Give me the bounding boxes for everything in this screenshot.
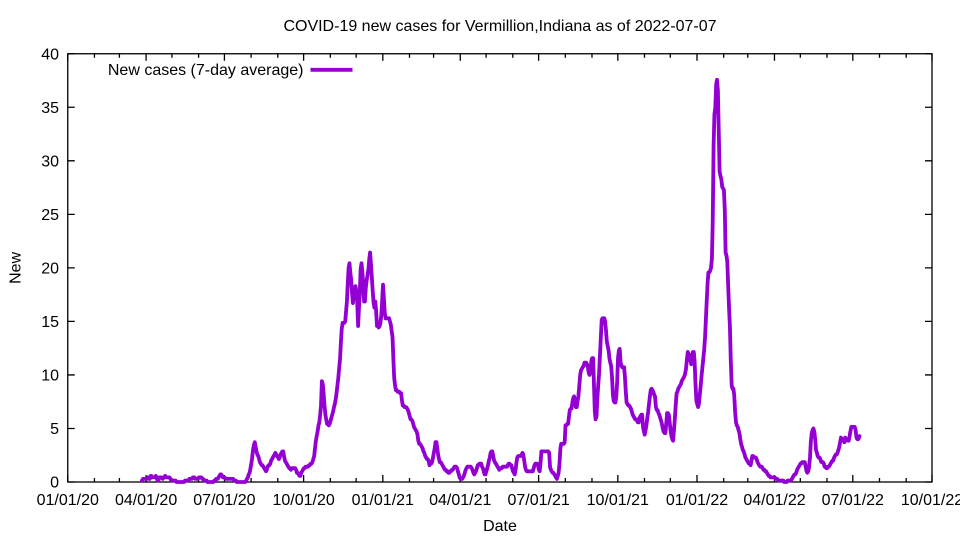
svg-text:10/01/20: 10/01/20 bbox=[272, 492, 334, 509]
svg-text:01/01/22: 01/01/22 bbox=[666, 492, 728, 509]
svg-text:04/01/22: 04/01/22 bbox=[743, 492, 805, 509]
svg-text:04/01/21: 04/01/21 bbox=[429, 492, 491, 509]
svg-text:10: 10 bbox=[41, 368, 59, 385]
svg-text:40: 40 bbox=[41, 46, 59, 63]
svg-text:07/01/21: 07/01/21 bbox=[507, 492, 569, 509]
svg-text:07/01/20: 07/01/20 bbox=[193, 492, 255, 509]
svg-text:New: New bbox=[8, 251, 25, 283]
svg-text:01/01/21: 01/01/21 bbox=[352, 492, 414, 509]
svg-text:0: 0 bbox=[50, 475, 59, 492]
svg-text:15: 15 bbox=[41, 314, 59, 331]
svg-text:25: 25 bbox=[41, 207, 59, 224]
svg-text:New cases (7-day average): New cases (7-day average) bbox=[108, 62, 304, 79]
svg-text:35: 35 bbox=[41, 100, 59, 117]
svg-text:30: 30 bbox=[41, 153, 59, 170]
svg-text:5: 5 bbox=[50, 421, 59, 438]
svg-text:10/01/22: 10/01/22 bbox=[901, 492, 960, 509]
svg-text:04/01/20: 04/01/20 bbox=[115, 492, 177, 509]
svg-text:COVID-19 new cases for Vermill: COVID-19 new cases for Vermillion,Indian… bbox=[283, 18, 716, 35]
svg-text:01/01/20: 01/01/20 bbox=[37, 492, 99, 509]
svg-text:10/01/21: 10/01/21 bbox=[587, 492, 649, 509]
svg-text:20: 20 bbox=[41, 260, 59, 277]
svg-text:07/01/22: 07/01/22 bbox=[822, 492, 884, 509]
svg-text:Date: Date bbox=[483, 518, 517, 535]
